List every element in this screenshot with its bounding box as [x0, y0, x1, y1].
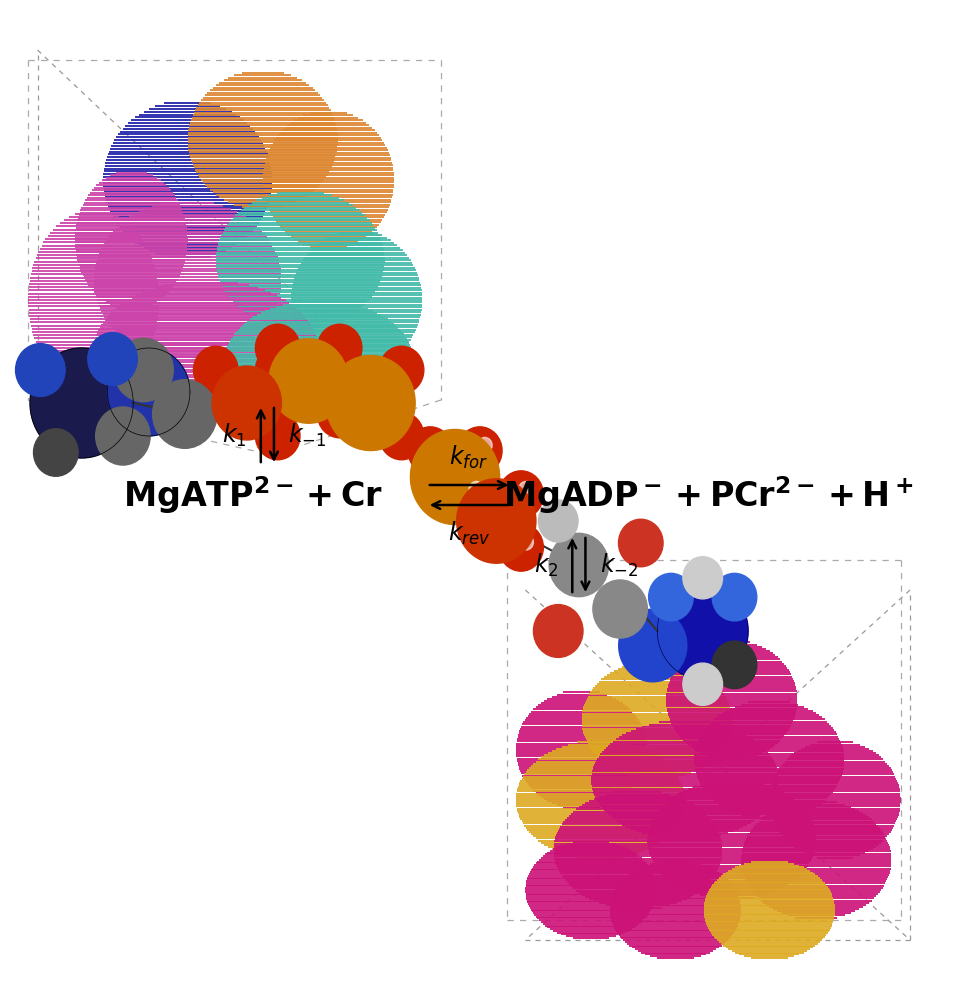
- Circle shape: [34, 429, 78, 476]
- Circle shape: [457, 480, 502, 527]
- Text: $\mathbf{MgATP^{2-} + Cr}$: $\mathbf{MgATP^{2-} + Cr}$: [123, 474, 383, 516]
- Text: $k_{for}$: $k_{for}$: [450, 443, 489, 471]
- Circle shape: [538, 500, 578, 542]
- Circle shape: [153, 380, 217, 448]
- Text: $k_{rev}$: $k_{rev}$: [448, 519, 490, 547]
- Circle shape: [408, 427, 453, 474]
- Circle shape: [478, 437, 492, 453]
- Polygon shape: [108, 348, 190, 436]
- Circle shape: [380, 412, 424, 460]
- Polygon shape: [657, 583, 748, 679]
- Text: $k_{-2}$: $k_{-2}$: [600, 551, 638, 579]
- Circle shape: [533, 605, 583, 657]
- Circle shape: [317, 390, 362, 438]
- Circle shape: [619, 519, 663, 567]
- Circle shape: [712, 641, 756, 689]
- Circle shape: [212, 366, 282, 440]
- Circle shape: [256, 346, 300, 394]
- Circle shape: [449, 471, 494, 518]
- Text: $k_{-1}$: $k_{-1}$: [288, 421, 327, 449]
- Circle shape: [256, 324, 300, 372]
- Circle shape: [326, 355, 415, 451]
- Circle shape: [519, 481, 533, 497]
- Text: $\mathbf{MgADP^- + PCr^{2-} + H^+}$: $\mathbf{MgADP^- + PCr^{2-} + H^+}$: [503, 474, 914, 516]
- Circle shape: [256, 412, 300, 460]
- Polygon shape: [619, 609, 687, 682]
- Circle shape: [469, 481, 484, 497]
- Text: $k_2$: $k_2$: [533, 551, 558, 579]
- Circle shape: [478, 490, 492, 506]
- Circle shape: [456, 479, 536, 563]
- Circle shape: [683, 663, 723, 705]
- Polygon shape: [30, 348, 134, 458]
- Circle shape: [317, 324, 362, 372]
- Circle shape: [549, 533, 608, 597]
- Circle shape: [649, 573, 693, 621]
- Circle shape: [457, 427, 502, 474]
- Circle shape: [87, 333, 137, 385]
- Circle shape: [683, 557, 723, 599]
- Circle shape: [15, 344, 65, 396]
- Circle shape: [317, 346, 362, 394]
- Circle shape: [712, 573, 756, 621]
- Circle shape: [593, 580, 648, 638]
- Circle shape: [96, 407, 150, 465]
- Circle shape: [269, 339, 348, 423]
- Text: $k_1$: $k_1$: [222, 421, 247, 449]
- Circle shape: [499, 524, 543, 571]
- Circle shape: [410, 429, 500, 525]
- Circle shape: [499, 471, 543, 518]
- Circle shape: [380, 346, 424, 394]
- Circle shape: [193, 346, 238, 394]
- Circle shape: [428, 437, 443, 453]
- Circle shape: [519, 534, 533, 550]
- Circle shape: [113, 338, 173, 402]
